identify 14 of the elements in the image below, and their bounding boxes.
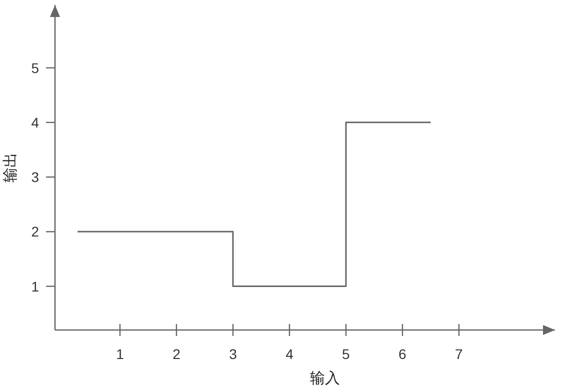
y-axis-title: 输出 bbox=[2, 152, 19, 182]
x-tick-label: 4 bbox=[286, 346, 294, 362]
y-tick-label: 3 bbox=[31, 169, 40, 186]
x-axis-title: 输入 bbox=[310, 370, 340, 387]
x-tick-label: 7 bbox=[455, 346, 464, 362]
y-tick-label: 2 bbox=[31, 224, 40, 240]
x-tick-label: 5 bbox=[342, 346, 350, 362]
x-tick-label: 6 bbox=[398, 346, 407, 362]
x-tick-label: 2 bbox=[172, 346, 181, 362]
y-tick-label: 5 bbox=[31, 60, 40, 76]
x-tick-label: 1 bbox=[116, 346, 124, 362]
x-tick-label: 3 bbox=[229, 346, 238, 362]
y-tick-label: 1 bbox=[31, 278, 40, 294]
y-tick-label: 4 bbox=[31, 114, 40, 130]
